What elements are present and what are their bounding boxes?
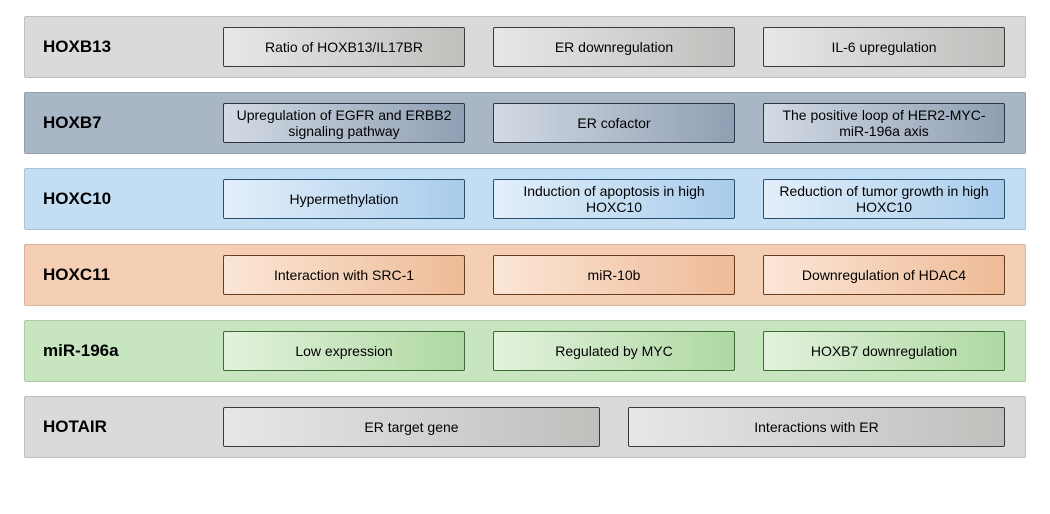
info-box: Downregulation of HDAC4: [763, 255, 1005, 295]
row-hoxc11: HOXC11Interaction with SRC-1 miR-10b Downr…: [24, 244, 1026, 306]
row-label: HOTAIR: [43, 417, 223, 437]
row-boxes: Ratio of HOXB13/IL17BR ER downregulation I…: [223, 27, 1025, 67]
row-label: HOXC11: [43, 265, 223, 285]
info-box: Induction of apoptosis in high HOXC10: [493, 179, 735, 219]
info-box: Interactions with ER: [628, 407, 1005, 447]
info-box: ER target gene: [223, 407, 600, 447]
row-label: HOXC10: [43, 189, 223, 209]
row-hoxb7: HOXB7Upregulation of EGFR and ERBB2 sign…: [24, 92, 1026, 154]
row-hotair: HOTAIRER target gene Interactions with ER: [24, 396, 1026, 458]
row-boxes: Interaction with SRC-1 miR-10b Downregulat…: [223, 255, 1025, 295]
info-box: Regulated by MYC: [493, 331, 735, 371]
info-box: The positive loop of HER2-MYC-miR-196a a…: [763, 103, 1005, 143]
info-box: Upregulation of EGFR and ERBB2 signaling…: [223, 103, 465, 143]
row-boxes: Hypermethylation Induction of apoptosis i…: [223, 179, 1025, 219]
row-hoxb13: HOXB13Ratio of HOXB13/IL17BR ER downregul…: [24, 16, 1026, 78]
gene-regulation-diagram: HOXB13Ratio of HOXB13/IL17BR ER downregul…: [24, 16, 1026, 458]
row-boxes: Upregulation of EGFR and ERBB2 signaling…: [223, 103, 1025, 143]
info-box: miR-10b: [493, 255, 735, 295]
row-label: HOXB13: [43, 37, 223, 57]
info-box: Reduction of tumor growth in high HOXC10: [763, 179, 1005, 219]
row-label: HOXB7: [43, 113, 223, 133]
row-label: miR-196a: [43, 341, 223, 361]
info-box: Interaction with SRC-1: [223, 255, 465, 295]
row-boxes: Low expression Regulated by MYC HOXB7 down…: [223, 331, 1025, 371]
info-box: ER cofactor: [493, 103, 735, 143]
info-box: Ratio of HOXB13/IL17BR: [223, 27, 465, 67]
row-mir-196a: miR-196aLow expression Regulated by MYC HO…: [24, 320, 1026, 382]
info-box: Low expression: [223, 331, 465, 371]
row-hoxc10: HOXC10Hypermethylation Induction of apopt…: [24, 168, 1026, 230]
info-box: IL-6 upregulation: [763, 27, 1005, 67]
info-box: Hypermethylation: [223, 179, 465, 219]
info-box: ER downregulation: [493, 27, 735, 67]
info-box: HOXB7 downregulation: [763, 331, 1005, 371]
row-boxes: ER target gene Interactions with ER: [223, 407, 1025, 447]
